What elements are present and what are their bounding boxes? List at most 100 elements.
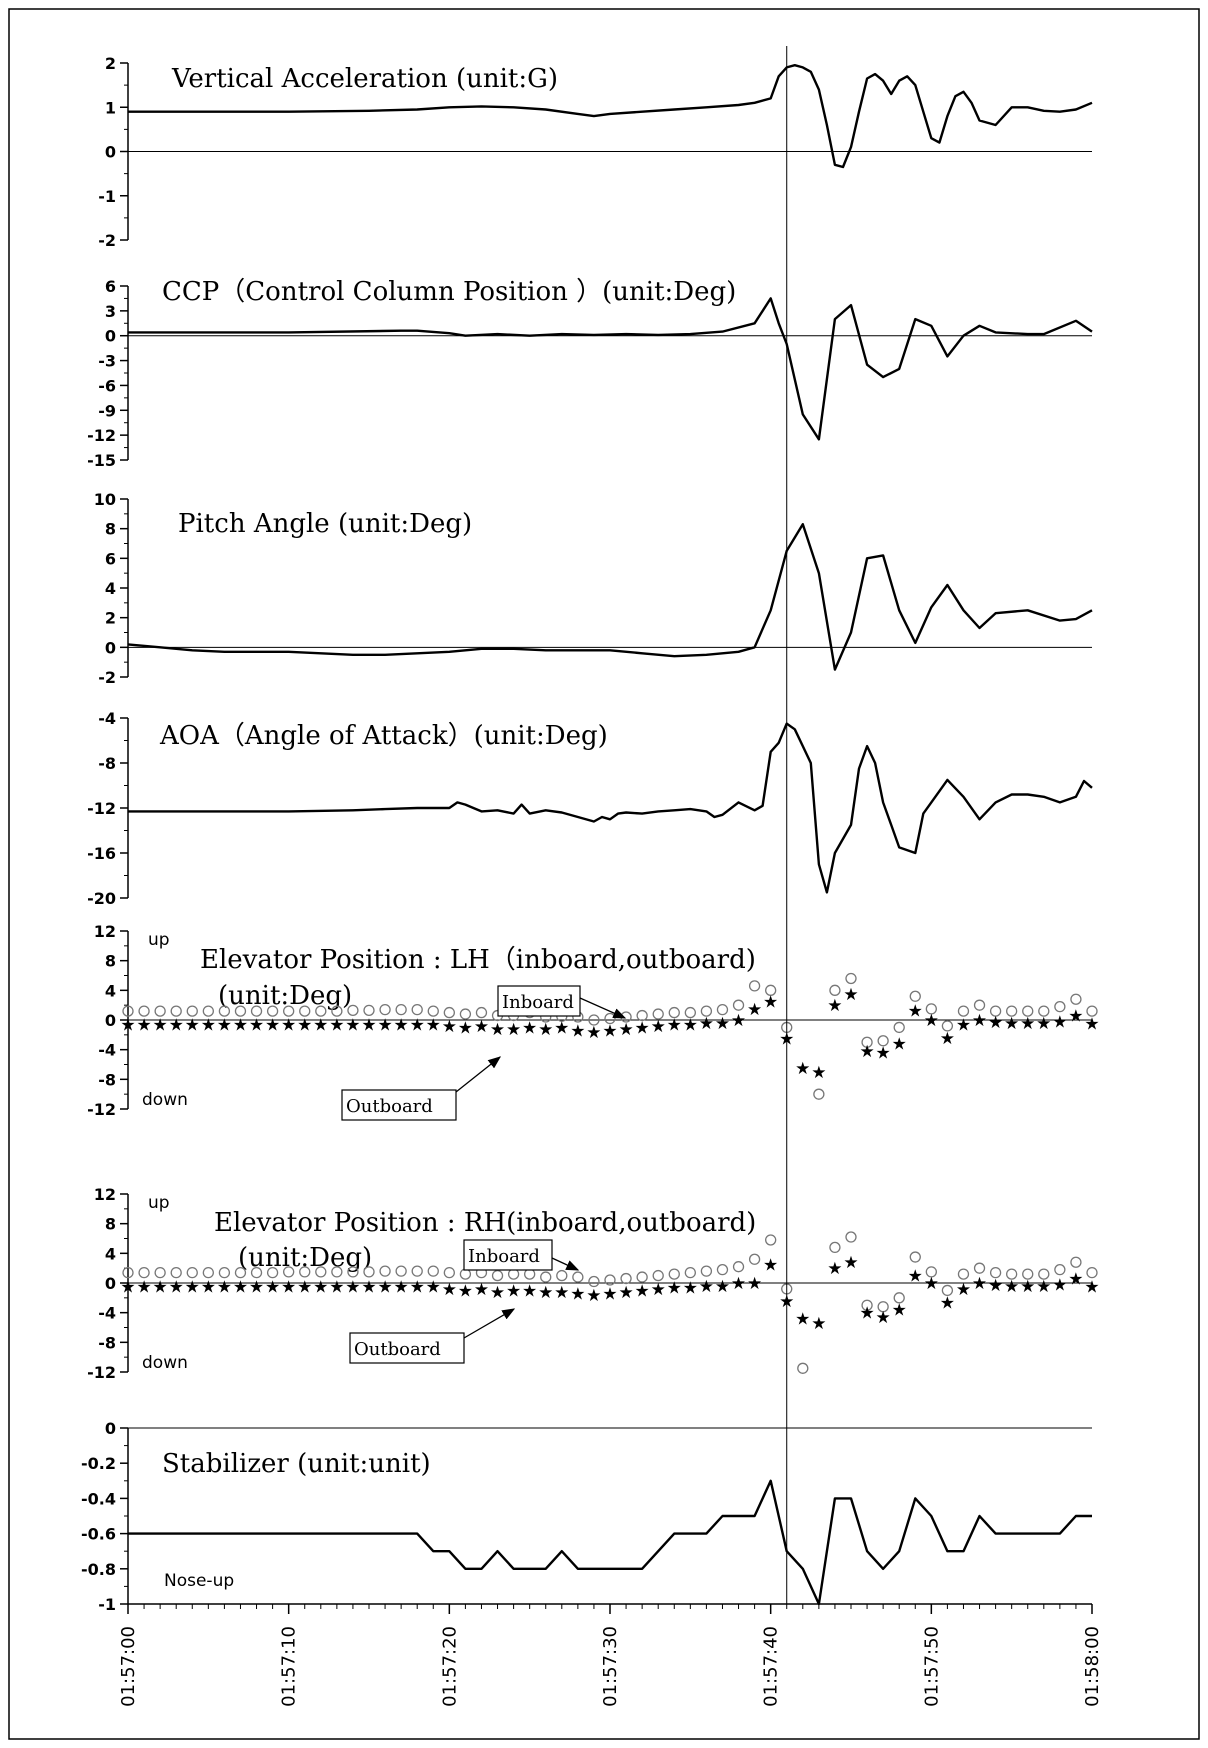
y-tick-label: -12 [87, 426, 116, 445]
inboard-point [765, 984, 777, 996]
outboard-point: ★ [1052, 1012, 1067, 1032]
outboard-point: ★ [1020, 1277, 1035, 1297]
outboard-callout-box [349, 1332, 465, 1364]
outboard-point: ★ [522, 1281, 537, 1301]
panel-5: 12 8 4 0 -4 -8 -12 Elevator Position : LH（inboa… [87, 922, 1100, 1121]
inboard-point [347, 1266, 359, 1278]
inboard-point [283, 1266, 295, 1278]
y-tick-label: 0 [105, 1419, 116, 1438]
y-tick-label: 8 [105, 1215, 116, 1234]
inboard-point [266, 1266, 279, 1279]
outboard-point: ★ [972, 1274, 987, 1294]
inboard-callout-label: Inboard [502, 992, 574, 1013]
inboard-point [170, 1266, 182, 1279]
outboard-point: ★ [538, 1020, 553, 1040]
inboard-point [716, 1264, 729, 1276]
inboard-point [250, 1005, 263, 1017]
panel-1: 2 1 0 -1 -2 Vertical Acceleration (unit:G) [98, 54, 1093, 250]
outboard-point: ★ [506, 1281, 521, 1301]
inboard-point [572, 1271, 584, 1283]
outboard-point: ★ [811, 1314, 826, 1334]
outboard-point: ★ [859, 1042, 874, 1062]
inboard-point [234, 1005, 247, 1017]
inboard-point [636, 1271, 648, 1283]
y-tick-label: -1 [98, 187, 116, 206]
outboard-point: ★ [458, 1281, 473, 1301]
inboard-point [973, 999, 986, 1011]
y-tick-label: 12 [94, 922, 116, 941]
outboard-point: ★ [1004, 1014, 1019, 1034]
panel-3: 10 8 6 4 2 0 -2 Pitch Angle (unit:Deg) [94, 490, 1093, 687]
inboard-point [732, 999, 745, 1011]
series-line [128, 1479, 1092, 1606]
inboard-point [748, 1253, 761, 1265]
outboard-point: ★ [185, 1015, 200, 1035]
panel-title: Elevator Position : LH（inboard,outboard) [200, 945, 756, 975]
inboard-point [299, 1266, 311, 1278]
outboard-point: ★ [747, 1274, 762, 1294]
outboard-point: ★ [377, 1015, 392, 1035]
panel-title: Elevator Position : RH(inboard,outboard) [214, 1208, 756, 1238]
outboard-point: ★ [683, 1015, 698, 1035]
up-label: up [148, 930, 170, 950]
inboard-point [957, 1005, 970, 1017]
outboard-point: ★ [618, 1020, 633, 1040]
outboard-point: ★ [490, 1283, 505, 1303]
inboard-point [668, 1268, 680, 1280]
y-tick-label: -0.4 [81, 1489, 116, 1508]
outboard-point: ★ [602, 1284, 617, 1304]
inboard-point [765, 1234, 777, 1246]
outboard-point: ★ [651, 1017, 666, 1037]
outboard-point: ★ [988, 1276, 1003, 1296]
inboard-point [1038, 1005, 1050, 1017]
inboard-point [829, 1241, 841, 1254]
inboard-point [427, 1005, 439, 1017]
outboard-point: ★ [313, 1278, 328, 1298]
outboard-point: ★ [1036, 1277, 1051, 1297]
outboard-point: ★ [233, 1278, 248, 1298]
inboard-point [1006, 1268, 1018, 1280]
outboard-point: ★ [859, 1304, 874, 1324]
inboard-arrow [579, 997, 627, 1019]
y-tick-label: -12 [87, 1363, 116, 1382]
outboard-point: ★ [1068, 1270, 1083, 1290]
inboard-callout-box [497, 985, 581, 1017]
series-line [128, 297, 1093, 441]
y-tick-label: -8 [98, 1333, 116, 1352]
outboard-point: ★ [329, 1015, 344, 1035]
outboard-point: ★ [169, 1015, 184, 1035]
outboard-point: ★ [474, 1280, 489, 1300]
series-line [127, 523, 1093, 671]
outboard-point: ★ [217, 1278, 232, 1298]
outboard-point: ★ [1084, 1278, 1099, 1298]
inboard-point [909, 1251, 921, 1263]
inboard-point [652, 1008, 664, 1020]
outboard-callout-label: Outboard [346, 1096, 433, 1117]
outboard-point: ★ [763, 992, 778, 1012]
inboard-point [700, 1265, 713, 1277]
inboard-point [861, 1036, 873, 1048]
outboard-point: ★ [988, 1013, 1003, 1033]
down-label: down [142, 1353, 188, 1373]
outboard-point: ★ [908, 1267, 923, 1287]
outboard-point: ★ [153, 1278, 168, 1298]
outboard-point: ★ [394, 1278, 409, 1298]
outboard-point: ★ [618, 1283, 633, 1303]
outboard-point: ★ [1004, 1277, 1019, 1297]
y-tick-label: 0 [105, 638, 116, 657]
outboard-point: ★ [1052, 1275, 1067, 1295]
y-tick-label: -0.6 [81, 1525, 116, 1544]
y-tick-label: -16 [87, 844, 116, 863]
inboard-point [588, 1275, 600, 1288]
inboard-point [989, 1266, 1002, 1279]
inboard-point [122, 1266, 134, 1279]
series-line [128, 63, 1093, 169]
y-tick-label: 2 [105, 609, 116, 628]
outboard-point: ★ [394, 1015, 409, 1035]
x-tick-label: 01:57:00 [118, 1626, 139, 1707]
inboard-point [1022, 1268, 1034, 1280]
inboard-point [154, 1266, 166, 1279]
outboard-point: ★ [201, 1278, 216, 1298]
